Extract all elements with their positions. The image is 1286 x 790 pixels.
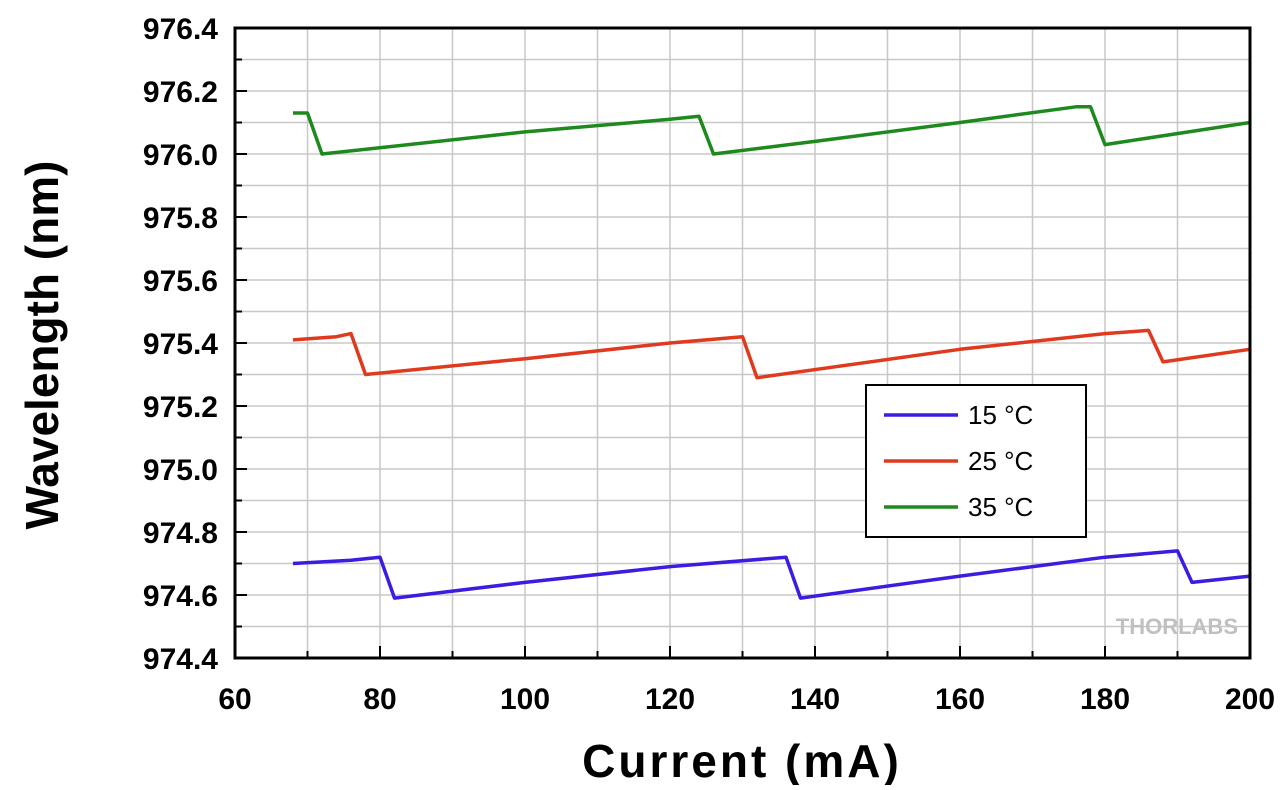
series-line-2 [292, 328, 1251, 380]
y-tick-labels: 974.4 974.6 974.8 975.0 975.2 975.4 975.6 975.8… [143, 13, 218, 676]
y-tick-label: 976.4 [143, 13, 218, 46]
x-tick-label: 160 [935, 683, 985, 716]
legend-label-1: 15 °C [968, 400, 1033, 430]
y-axis-title: Wavelength (nm) [16, 161, 68, 530]
y-tick-label: 974.8 [143, 517, 218, 550]
legend: 15 °C 25 °C 35 °C [865, 384, 1087, 538]
series-lines [292, 105, 1251, 600]
x-tick-label: 100 [500, 683, 550, 716]
plot-frame [233, 26, 1252, 660]
y-tick-label: 976.0 [143, 139, 218, 172]
x-tick-labels: 60 80 100 120 140 160 180 200 [218, 683, 1275, 716]
legend-label-2: 25 °C [968, 446, 1033, 476]
legend-label-3: 35 °C [968, 492, 1033, 522]
y-tick-label: 975.2 [143, 391, 218, 424]
y-tick-label: 975.6 [143, 265, 218, 298]
thorlabs-watermark: THORLABS [1116, 614, 1238, 639]
x-tick-label: 80 [363, 683, 396, 716]
y-tick-label: 976.2 [143, 76, 218, 109]
x-tick-label: 60 [218, 683, 251, 716]
y-tick-label: 975.4 [143, 328, 218, 361]
series-line-3 [293, 105, 1251, 156]
legend-items: 15 °C 25 °C 35 °C [884, 400, 1033, 522]
y-tick-label: 975.8 [143, 202, 218, 235]
x-tick-label: 120 [645, 683, 695, 716]
series-line-1 [292, 549, 1251, 600]
y-tick-label: 975.0 [143, 454, 218, 487]
x-tick-label: 180 [1080, 683, 1130, 716]
x-tick-label: 140 [790, 683, 840, 716]
y-tick-label: 974.4 [143, 643, 218, 676]
y-tick-label: 974.6 [143, 580, 218, 613]
x-axis-title: Current (mA) [582, 735, 902, 785]
x-tick-label: 200 [1225, 683, 1275, 716]
